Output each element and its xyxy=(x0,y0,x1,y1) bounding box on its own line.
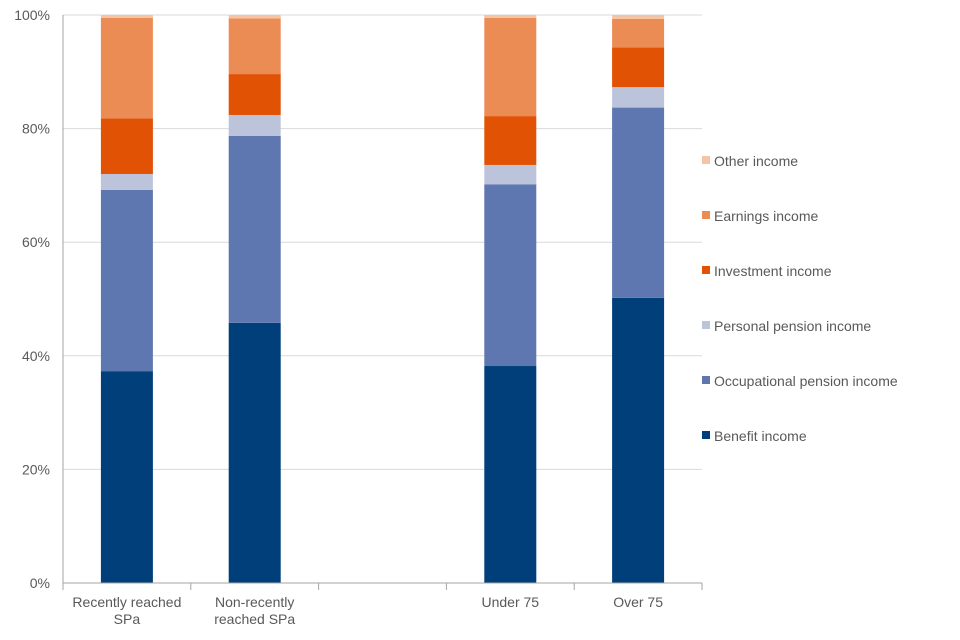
y-tick-label: 80% xyxy=(22,121,50,137)
y-tick-label: 0% xyxy=(30,575,50,591)
legend-label: Other income xyxy=(714,153,798,169)
gridlines xyxy=(63,14,702,470)
bar-segment xyxy=(484,15,537,18)
bar-segment xyxy=(612,87,665,108)
y-tick-label: 60% xyxy=(22,234,50,250)
bar-segment xyxy=(612,107,665,298)
legend-swatch xyxy=(702,431,710,439)
bar-segment xyxy=(612,18,665,48)
y-tick-labels: 0% 20% 40% 60% 80% 100% xyxy=(14,7,50,591)
legend-swatch xyxy=(702,211,710,219)
x-category-label: Non-recently xyxy=(215,594,294,610)
bar-segment xyxy=(100,174,153,190)
legend-label: Occupational pension income xyxy=(714,373,898,389)
bar-segment xyxy=(228,322,281,583)
bar-segment xyxy=(484,366,537,583)
bars xyxy=(100,15,665,583)
legend-swatch xyxy=(702,266,710,274)
bar-segment xyxy=(100,17,153,119)
legend-swatch xyxy=(702,156,710,164)
axes xyxy=(62,15,703,590)
bar-segment xyxy=(228,15,281,19)
legend-label: Investment income xyxy=(714,263,832,279)
bar-segment xyxy=(612,15,665,19)
x-category-label: Under 75 xyxy=(482,594,540,610)
bar-segment xyxy=(228,135,281,323)
legend-swatch xyxy=(702,376,710,384)
bar-segment xyxy=(100,118,153,175)
bar-segment xyxy=(100,189,153,372)
bar-segment xyxy=(484,184,537,367)
y-tick-label: 100% xyxy=(14,7,50,23)
bar-segment xyxy=(484,164,537,185)
y-tick-label: 40% xyxy=(22,348,50,364)
y-tick-label: 20% xyxy=(22,461,50,477)
bar-segment xyxy=(612,297,665,583)
bar-segment xyxy=(228,114,281,136)
bar-segment xyxy=(484,17,537,117)
x-category-label: reached SPa xyxy=(214,611,295,627)
bar-segment xyxy=(612,47,665,88)
x-category-label: SPa xyxy=(114,611,141,627)
bar-segment xyxy=(100,371,153,583)
legend: Other income Earnings income Investment in… xyxy=(702,153,898,444)
x-category-label: Over 75 xyxy=(613,594,663,610)
x-category-label: Recently reached xyxy=(72,594,181,610)
legend-swatch xyxy=(702,321,710,329)
legend-label: Personal pension income xyxy=(714,318,871,334)
bar-segment xyxy=(228,74,281,115)
bar-segment xyxy=(100,15,153,18)
bar-segment xyxy=(484,116,537,165)
legend-label: Benefit income xyxy=(714,428,807,444)
bar-segment xyxy=(228,18,281,75)
legend-label: Earnings income xyxy=(714,208,818,224)
